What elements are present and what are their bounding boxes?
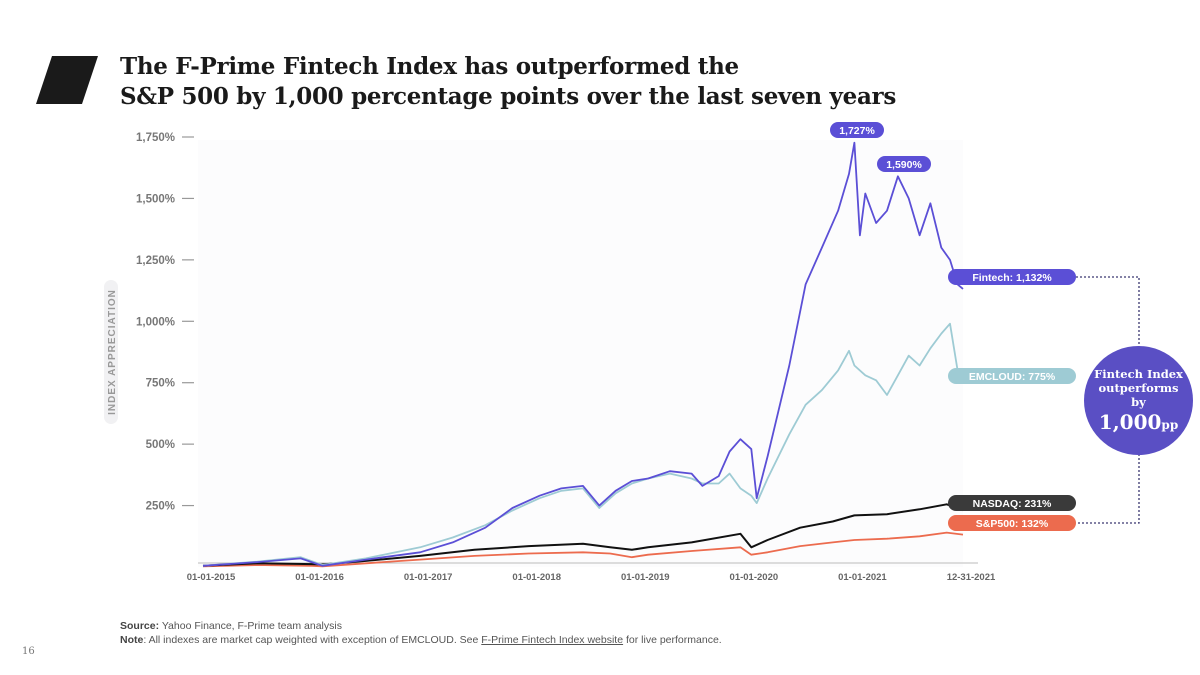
end-label-text: EMCLOUD: 775%	[969, 371, 1056, 383]
series-line-fintech	[202, 141, 964, 567]
callout-line-2: outperforms	[1098, 381, 1179, 395]
y-axis-title-text: INDEX APPRECIATION	[107, 289, 118, 415]
x-tick-label: 01-01-2020	[730, 572, 779, 583]
end-label-sp500: S&P500: 132%	[948, 515, 1076, 531]
series-line-emcloud	[202, 322, 964, 567]
end-label-bg	[948, 368, 1076, 384]
end-label-text: Fintech: 1,132%	[972, 272, 1052, 284]
source-line: Source: Yahoo Finance, F-Prime team anal…	[120, 619, 722, 633]
peak-annotation-bg	[830, 122, 884, 138]
note-tail: for live performance.	[623, 634, 722, 646]
fintech-index-website-link[interactable]: F-Prime Fintech Index website	[481, 634, 624, 646]
y-axis-title-bg	[104, 280, 118, 424]
y-tick-label: 1,250%	[136, 255, 175, 267]
note-label: Note	[120, 634, 144, 646]
callout-line-3: by	[1131, 395, 1146, 409]
source-text: Yahoo Finance, F-Prime team analysis	[159, 620, 342, 632]
y-tick-label: 750%	[146, 378, 175, 390]
y-tick-label: 250%	[146, 501, 175, 513]
y-axis-title: INDEX APPRECIATION	[104, 280, 118, 424]
f-prime-logo	[36, 56, 98, 104]
end-label-emcloud: EMCLOUD: 775%	[948, 368, 1076, 384]
page-number: 16	[22, 646, 35, 657]
callout-unit: pp	[1161, 418, 1179, 432]
end-label-text: NASDAQ: 231%	[973, 498, 1052, 510]
end-label-bg	[948, 515, 1076, 531]
title-line-1: The F-Prime Fintech Index has outperform…	[120, 53, 739, 80]
plot-area	[198, 140, 963, 567]
peak-annotation-text: 1,727%	[839, 125, 875, 137]
y-tick-label: 500%	[146, 439, 175, 451]
x-tick-label: 12-31-2021	[947, 572, 996, 583]
x-tick-label: 01-01-2018	[512, 572, 561, 583]
end-label-bg	[948, 495, 1076, 511]
y-tick-label: 1,750%	[136, 132, 175, 144]
peak-annotation-bg	[877, 156, 931, 172]
x-tick-label: 01-01-2021	[838, 572, 887, 583]
source-label: Source:	[120, 620, 160, 632]
y-tick-label: 1,000%	[136, 316, 175, 328]
peak-annotation-text: 1,590%	[886, 159, 922, 171]
callout-big-number: 1,000	[1098, 410, 1162, 434]
title-line-2: S&P 500 by 1,000 percentage points over …	[120, 83, 897, 110]
end-label-nasdaq: NASDAQ: 231%	[948, 495, 1076, 511]
outperformance-callout: Fintech Index outperforms by 1,000pp	[1084, 346, 1193, 455]
page-title: The F-Prime Fintech Index has outperform…	[120, 52, 897, 112]
peak-annotation: 1,727%	[830, 122, 884, 138]
end-label-bg	[948, 269, 1076, 285]
callout-line-1: Fintech Index	[1094, 367, 1183, 381]
y-tick-label: 1,500%	[136, 193, 175, 205]
note-line: Note: All indexes are market cap weighte…	[120, 633, 722, 647]
x-tick-label: 01-01-2016	[295, 572, 344, 583]
footer-notes: Source: Yahoo Finance, F-Prime team anal…	[120, 619, 722, 647]
note-text: : All indexes are market cap weighted wi…	[143, 634, 482, 646]
series-line-sp500	[202, 531, 964, 568]
x-tick-label: 01-01-2019	[621, 572, 670, 583]
x-tick-label: 01-01-2015	[187, 572, 236, 583]
x-tick-label: 01-01-2017	[404, 572, 453, 583]
callout-value: 1,000pp	[1084, 409, 1193, 438]
end-label-text: S&P500: 132%	[976, 518, 1049, 530]
peak-annotation: 1,590%	[877, 156, 931, 172]
end-label-fintech: Fintech: 1,132%	[948, 269, 1076, 285]
